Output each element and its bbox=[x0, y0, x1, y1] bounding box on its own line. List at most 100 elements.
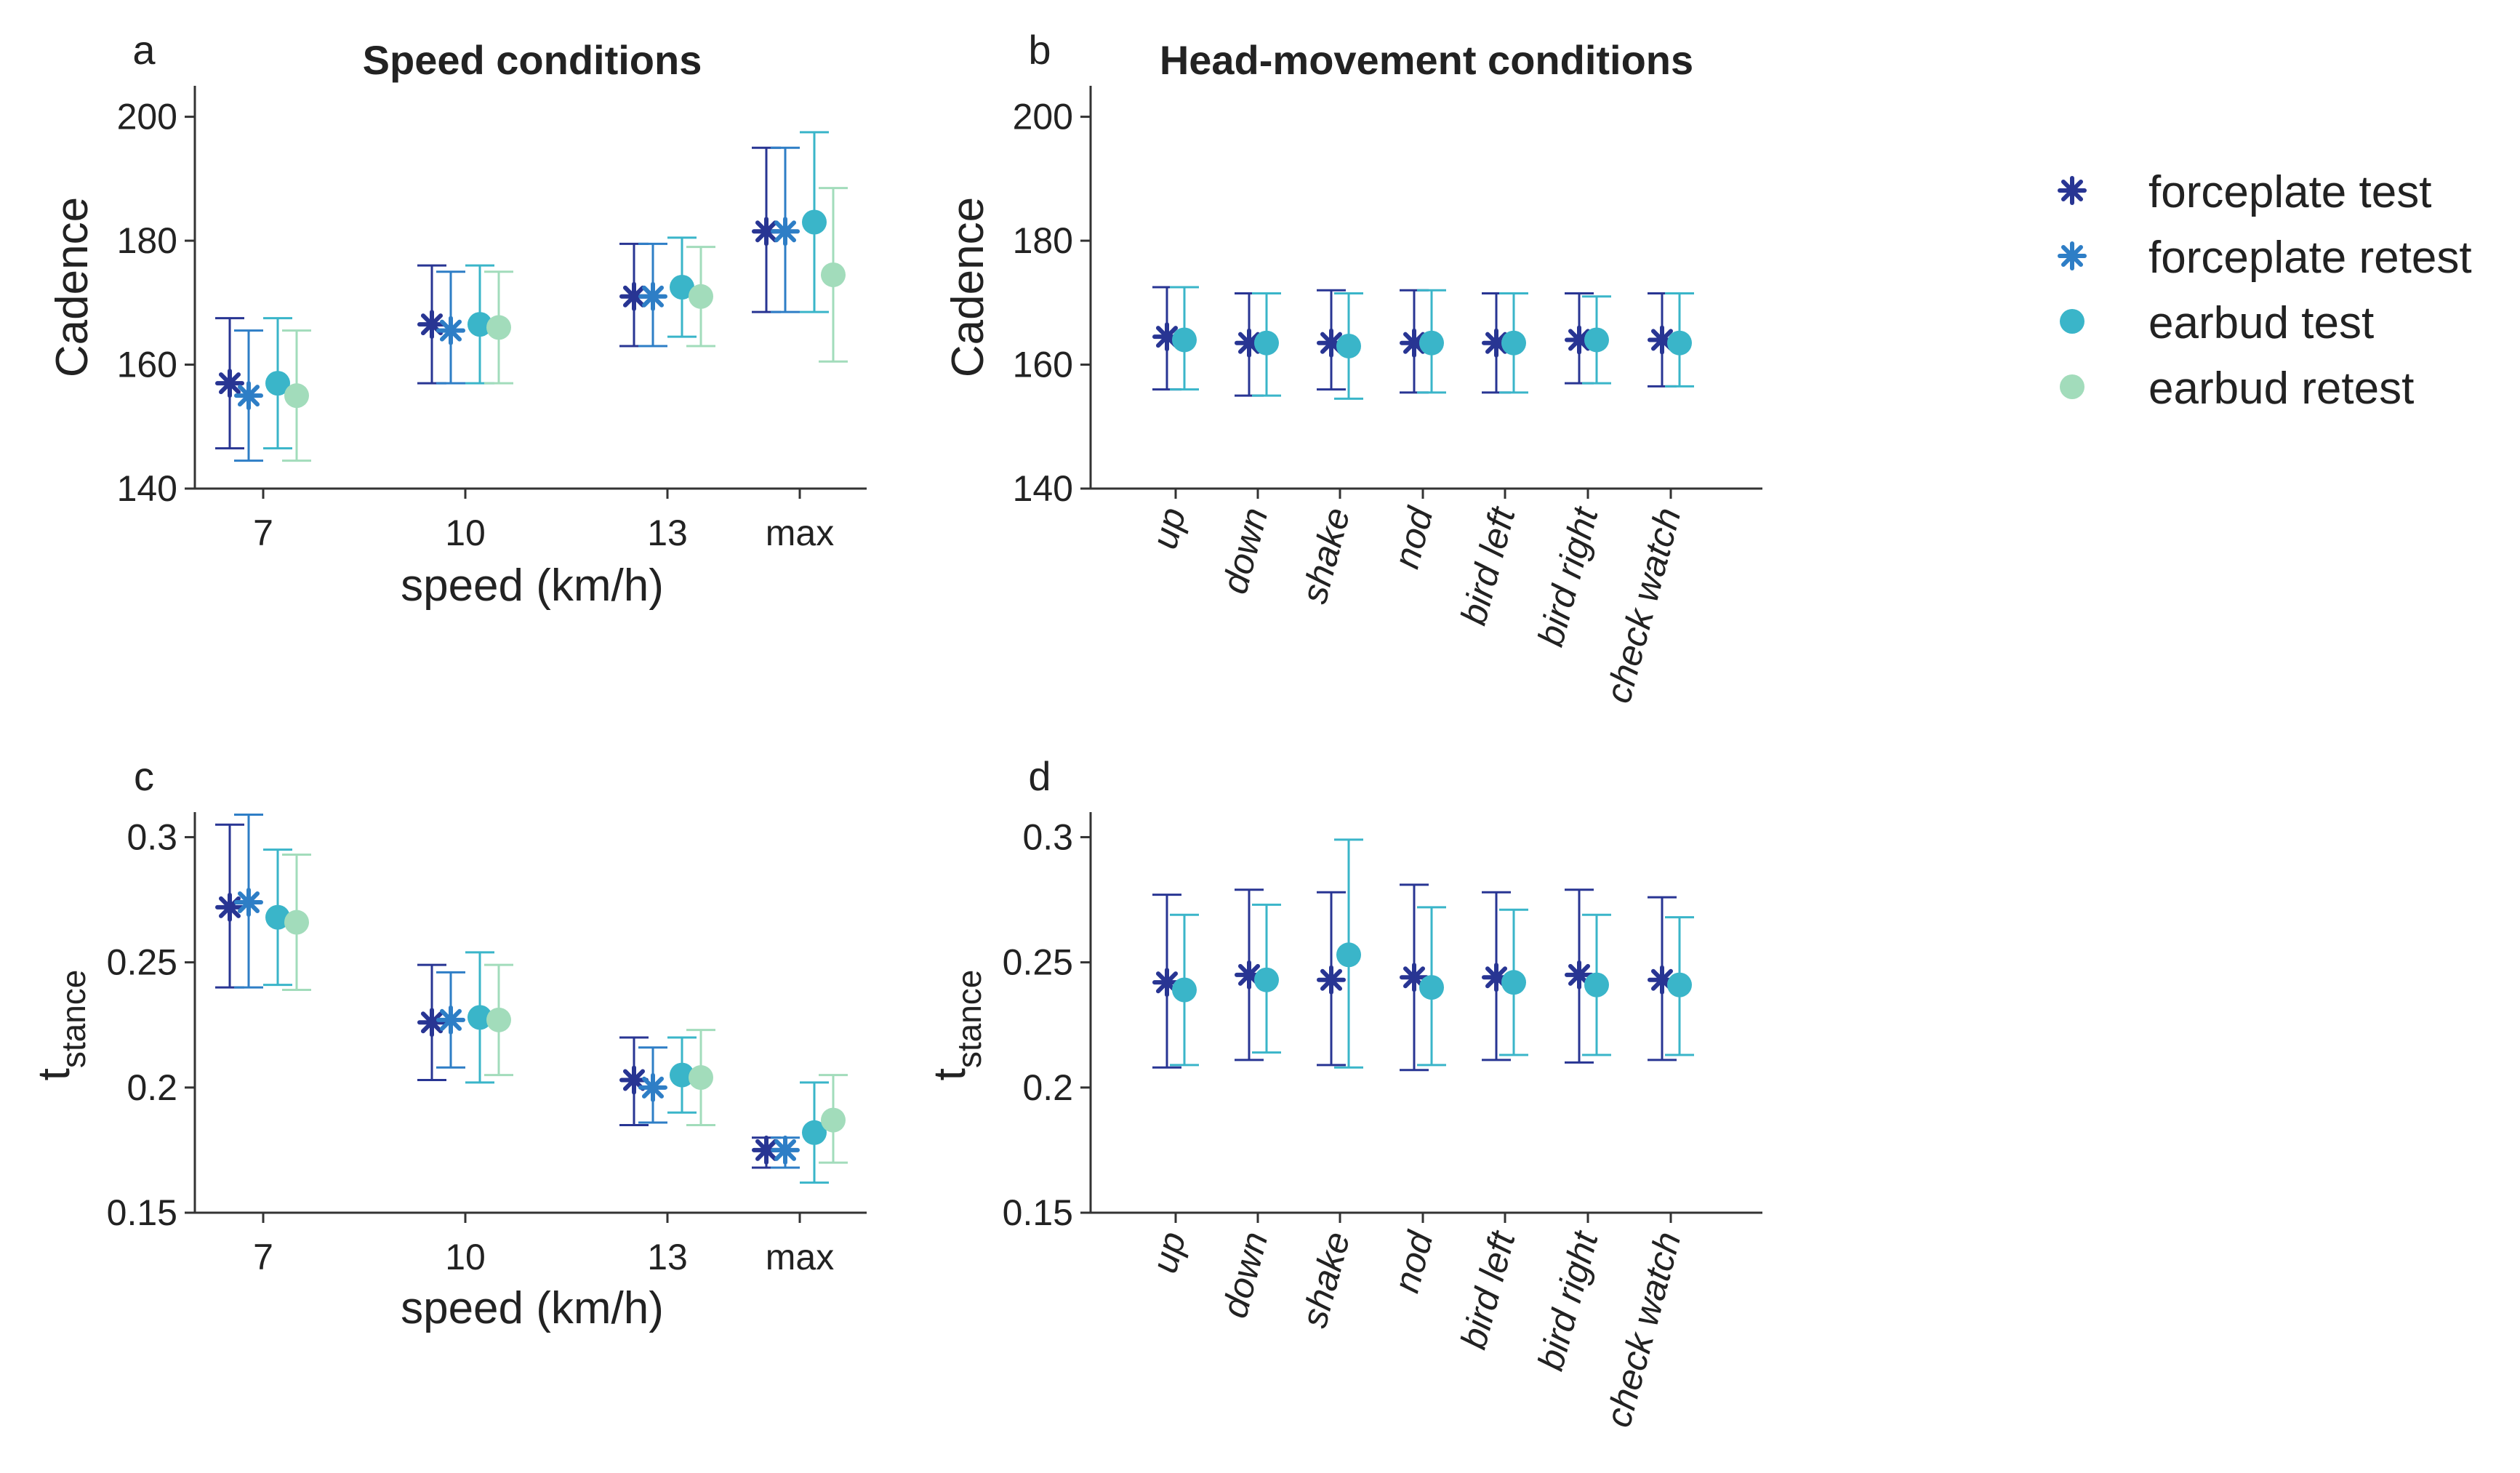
panel-d-ylabel-main: t bbox=[925, 1068, 975, 1080]
data-point bbox=[417, 1008, 446, 1037]
legend-marker-asterisk-icon bbox=[2058, 176, 2087, 205]
data-point bbox=[752, 1135, 781, 1165]
legend-marker bbox=[2060, 309, 2084, 334]
panel-d-letter: d bbox=[1028, 753, 1051, 799]
data-point bbox=[436, 316, 465, 345]
data-point bbox=[1667, 972, 1692, 998]
data-point bbox=[1172, 327, 1197, 353]
data-point bbox=[689, 284, 713, 309]
data-point bbox=[215, 892, 244, 922]
panel-d-plot: 0.150.20.250.3up down shake nod bird left bir… bbox=[1003, 812, 1762, 1432]
x-tick-label: 10 bbox=[445, 1237, 486, 1277]
x-tick-label: 10 bbox=[445, 513, 486, 553]
data-point bbox=[417, 310, 446, 340]
x-tick-label: 13 bbox=[647, 513, 688, 553]
x-tick-label: 7 bbox=[253, 513, 273, 553]
series-forceplate-retest bbox=[234, 146, 800, 462]
y-tick-label: 0.2 bbox=[127, 1067, 177, 1108]
panel-c-plot: 0.15 0.2 0.25 0.3 7 10 13 max bbox=[107, 812, 867, 1277]
data-point bbox=[284, 910, 309, 935]
data-point bbox=[468, 1005, 492, 1030]
legend-label: earbud retest bbox=[2148, 364, 2414, 414]
y-tick-label: 200 bbox=[117, 97, 177, 137]
legend-marker bbox=[2058, 241, 2087, 270]
panel-d-ylabel: tstance bbox=[925, 970, 988, 1081]
data-point bbox=[265, 904, 290, 930]
x-tick-label: max bbox=[766, 513, 834, 553]
data-point bbox=[1501, 970, 1526, 995]
data-point bbox=[638, 281, 667, 311]
data-point bbox=[1254, 330, 1279, 356]
y-tick-label: 0.15 bbox=[107, 1192, 177, 1233]
data-point bbox=[284, 383, 309, 409]
data-point bbox=[436, 1005, 465, 1035]
panel-c-letter: c bbox=[134, 753, 154, 799]
y-tick-label: 0.2 bbox=[1022, 1067, 1073, 1108]
legend-marker-circle-icon bbox=[2060, 374, 2084, 399]
panel-c-xlabel: speed (km/h) bbox=[401, 1283, 664, 1333]
data-point bbox=[1235, 328, 1264, 358]
legend-label: forceplate test bbox=[2148, 167, 2431, 217]
y-tick-label: 0.3 bbox=[127, 816, 177, 857]
y-tick-label: 160 bbox=[117, 345, 177, 385]
legend-marker-asterisk-icon bbox=[2058, 241, 2087, 270]
data-point bbox=[802, 209, 827, 235]
series-forceplate-retest bbox=[234, 813, 800, 1169]
series-forceplate-test bbox=[215, 823, 781, 1169]
data-point bbox=[265, 371, 290, 396]
data-point bbox=[1419, 975, 1444, 1000]
x-tick-label: max bbox=[766, 1237, 834, 1277]
data-point bbox=[468, 312, 492, 337]
y-tick-label: 0.15 bbox=[1003, 1192, 1073, 1233]
legend-label: earbud test bbox=[2148, 298, 2374, 348]
series-earbud-test bbox=[263, 848, 829, 1184]
panel-a-letter: a bbox=[132, 27, 156, 73]
y-tick-label: 0.25 bbox=[1003, 942, 1073, 983]
y-tick-label: 140 bbox=[1013, 468, 1073, 509]
data-point bbox=[802, 1120, 827, 1145]
panel-c-ylabel-sub: stance bbox=[55, 970, 92, 1069]
data-point bbox=[670, 275, 694, 300]
data-point bbox=[1400, 328, 1429, 358]
data-point bbox=[1482, 963, 1511, 992]
series-earbud-retest bbox=[282, 187, 848, 462]
legend-entry-earbud-test: earbud test bbox=[2060, 298, 2374, 348]
data-point bbox=[821, 262, 846, 287]
x-tick-label: 7 bbox=[253, 1237, 273, 1277]
data-point bbox=[1336, 333, 1361, 358]
data-point bbox=[1584, 327, 1609, 353]
data-point bbox=[1172, 977, 1197, 1003]
series-earbud-test bbox=[1170, 286, 1694, 400]
panel-a-ylabel: Cadence bbox=[47, 197, 97, 377]
data-point bbox=[1419, 330, 1444, 356]
data-point bbox=[771, 217, 800, 246]
panel-a-xlabel: speed (km/h) bbox=[401, 561, 664, 611]
legend-entry-forceplate-retest: forceplate retest bbox=[2058, 233, 2472, 283]
data-point bbox=[234, 381, 263, 411]
data-point bbox=[1584, 972, 1609, 998]
data-point bbox=[486, 1007, 511, 1032]
series-earbud-test bbox=[1170, 838, 1694, 1069]
data-point bbox=[1336, 942, 1361, 968]
data-point bbox=[486, 315, 511, 340]
y-tick-label: 180 bbox=[117, 220, 177, 261]
panel-a-title: Speed conditions bbox=[363, 37, 702, 83]
panel-b-letter: b bbox=[1028, 27, 1051, 73]
y-tick-label: 140 bbox=[117, 468, 177, 509]
data-point bbox=[234, 887, 263, 917]
data-point bbox=[1482, 328, 1511, 358]
legend: forceplate test forceplate retest earbud… bbox=[2058, 167, 2472, 414]
panel-b-ylabel: Cadence bbox=[943, 197, 993, 377]
y-tick-label: 180 bbox=[1013, 220, 1073, 261]
data-point bbox=[689, 1065, 713, 1091]
panel-d-ylabel-sub: stance bbox=[950, 970, 988, 1069]
legend-entry-earbud-retest: earbud retest bbox=[2060, 364, 2414, 414]
legend-marker-circle-icon bbox=[2060, 309, 2084, 334]
data-point bbox=[1667, 330, 1692, 356]
y-tick-label: 0.25 bbox=[107, 942, 177, 983]
data-point bbox=[670, 1062, 694, 1088]
panel-b-title: Head-movement conditions bbox=[1160, 37, 1693, 83]
data-point bbox=[215, 369, 244, 398]
